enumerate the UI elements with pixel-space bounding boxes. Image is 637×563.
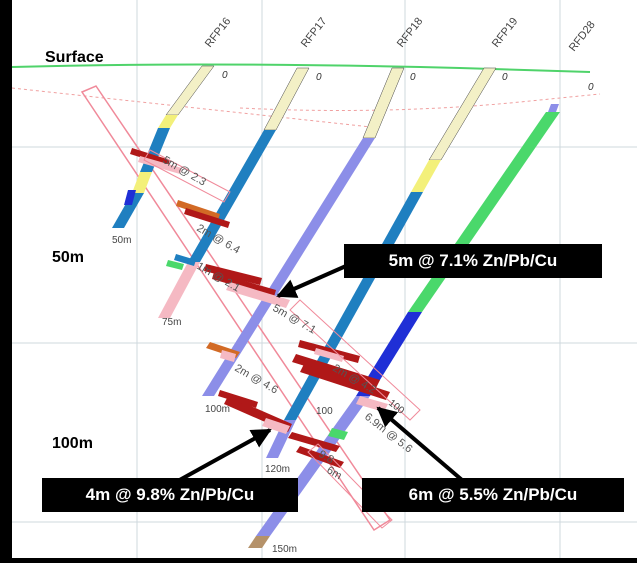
hole-rfp18 [202, 67, 405, 396]
grid [12, 0, 637, 558]
collar-depth-rfp17: 0 [316, 72, 322, 83]
depth-label-100m: 100m [52, 435, 93, 452]
end-depth-rfd28: 150m [272, 544, 297, 555]
ore-lens-outline [80, 85, 392, 532]
collar-depth-rfp16: 0 [222, 70, 228, 81]
collar-depth-rfp19: 0 [502, 72, 508, 83]
callout-label-2: 4m @ 9.8% Zn/Pb/Cu [42, 478, 298, 512]
end-depth-rfp19: 120m [265, 464, 290, 475]
surface-line [11, 63, 591, 73]
callout-arrow-1 [276, 264, 347, 298]
callout-label-3: 6m @ 5.5% Zn/Pb/Cu [362, 478, 624, 512]
callout-label-1: 5m @ 7.1% Zn/Pb/Cu [344, 244, 602, 278]
section-panel [12, 0, 637, 558]
collar-depth-rfd28: 0 [588, 82, 594, 93]
hole-mark-100-a: 100 [316, 406, 333, 417]
callout-arrow-3 [376, 406, 464, 482]
callout-arrow-2 [175, 428, 272, 484]
intercepts [130, 148, 390, 468]
hole-rfp17 [158, 67, 310, 318]
collar-depth-rfp18: 0 [410, 72, 416, 83]
surface-label: Surface [45, 49, 104, 66]
end-depth-rfp16: 50m [112, 235, 131, 246]
end-depth-rfp17: 75m [162, 317, 181, 328]
depth-label-50m: 50m [52, 249, 84, 266]
end-depth-rfp18: 100m [205, 404, 230, 415]
projection-line [11, 87, 381, 129]
